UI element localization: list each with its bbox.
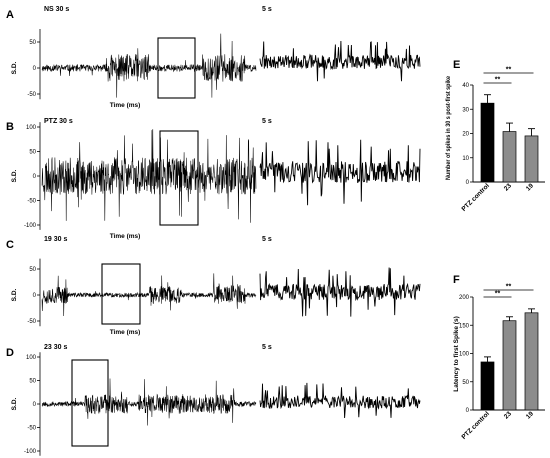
bar — [524, 135, 539, 183]
y-tick-label: -50 — [27, 199, 36, 205]
y-tick-label: 200 — [459, 295, 470, 301]
zoom-trace-line — [259, 40, 421, 82]
bar — [480, 361, 495, 411]
bar — [502, 131, 517, 183]
bar-panel-e: E 0 10 20 30 40 Number of spikes in 30 s post-… — [445, 59, 545, 213]
zoom-title: 5 s — [262, 236, 272, 243]
zoom-trace-line — [259, 267, 421, 317]
bar-panel-f: F 0 50 100 150 200 Latency to first Spike (s) P… — [453, 274, 545, 441]
category-label: PTZ control — [460, 182, 491, 213]
bar — [480, 102, 495, 183]
panel-letter: B — [6, 121, 14, 133]
trace-line — [41, 33, 257, 98]
trace-panel-c: C 19 30 s 5 s 50 0 -50 S.D. Time (ms) — [6, 236, 421, 336]
zoom-box — [71, 359, 109, 447]
significance-label: ** — [506, 284, 512, 291]
trace-title: 19 30 s — [44, 236, 67, 243]
zoom-title: 5 s — [262, 118, 272, 125]
trace-title: 23 30 s — [44, 344, 67, 351]
y-tick-label: 0 — [33, 293, 37, 299]
y-axis-label: S.D. — [11, 397, 18, 410]
trace-line — [41, 129, 257, 223]
panel-letter: F — [453, 274, 460, 286]
y-axis-label: S.D. — [11, 288, 18, 301]
y-tick-label: 50 — [29, 267, 36, 273]
trace-line — [41, 273, 257, 317]
y-tick-label: 150 — [459, 323, 470, 329]
significance-label: ** — [495, 291, 501, 298]
y-tick-label: 50 — [29, 40, 36, 46]
y-tick-label: 0 — [33, 402, 37, 408]
panel-letter: D — [6, 347, 14, 359]
zoom-trace-line — [259, 382, 421, 419]
y-tick-label: -50 — [27, 92, 36, 98]
y-axis-label: Latency to first Spike (s) — [453, 316, 460, 392]
y-tick-label: 100 — [26, 355, 37, 361]
y-tick-label: 100 — [459, 352, 470, 358]
trace-panel-a: A NS 30 s 5 s 50 0 -50 S.D. Time (ms) — [6, 6, 421, 109]
category-label: 19 — [525, 182, 535, 192]
bar — [502, 320, 517, 411]
zoom-title: 5 s — [262, 6, 272, 13]
y-tick-label: 10 — [462, 156, 469, 162]
y-tick-label: 50 — [29, 379, 36, 385]
y-tick-label: 0 — [33, 66, 37, 72]
y-axis-label: Number of spikes in 30 s post-first spik… — [445, 76, 452, 180]
y-axis-label: S.D. — [11, 61, 18, 74]
trace-line — [41, 378, 257, 426]
trace-title: PTZ 30 s — [44, 118, 73, 125]
bar — [524, 312, 539, 411]
category-label: 23 — [503, 410, 513, 420]
y-tick-label: 0 — [466, 408, 470, 414]
zoom-box — [157, 37, 196, 99]
significance-label: ** — [506, 67, 512, 74]
y-tick-label: -100 — [24, 449, 37, 455]
y-tick-label: -100 — [24, 223, 37, 229]
y-tick-label: 50 — [462, 380, 469, 386]
panel-letter: C — [6, 239, 14, 251]
x-axis-label: Time (ms) — [110, 233, 141, 240]
category-label: 23 — [503, 182, 513, 192]
category-label: PTZ control — [460, 410, 491, 441]
panel-letter: E — [453, 59, 460, 71]
zoom-box — [159, 130, 199, 226]
y-tick-label: 50 — [29, 150, 36, 156]
category-label: 19 — [525, 410, 535, 420]
y-tick-label: 20 — [462, 132, 469, 138]
y-tick-label: 0 — [33, 174, 37, 180]
trace-panel-b: B PTZ 30 s 5 s 100 50 0 -50 -100 S.D. Time (ms) — [6, 118, 421, 240]
trace-title: NS 30 s — [44, 6, 69, 13]
panel-letter: A — [6, 9, 14, 21]
y-tick-label: 40 — [462, 83, 469, 89]
zoom-box — [101, 263, 141, 325]
x-axis-label: Time (ms) — [110, 329, 141, 336]
x-axis-label: Time (ms) — [110, 102, 141, 109]
y-axis-label: S.D. — [11, 169, 18, 182]
y-tick-label: 0 — [466, 180, 470, 186]
zoom-trace-line — [259, 139, 421, 206]
y-tick-label: 30 — [462, 107, 469, 113]
y-tick-label: -50 — [27, 319, 36, 325]
significance-label: ** — [495, 77, 501, 84]
y-tick-label: -50 — [27, 426, 36, 432]
y-tick-label: 100 — [26, 125, 37, 131]
zoom-title: 5 s — [262, 344, 272, 351]
